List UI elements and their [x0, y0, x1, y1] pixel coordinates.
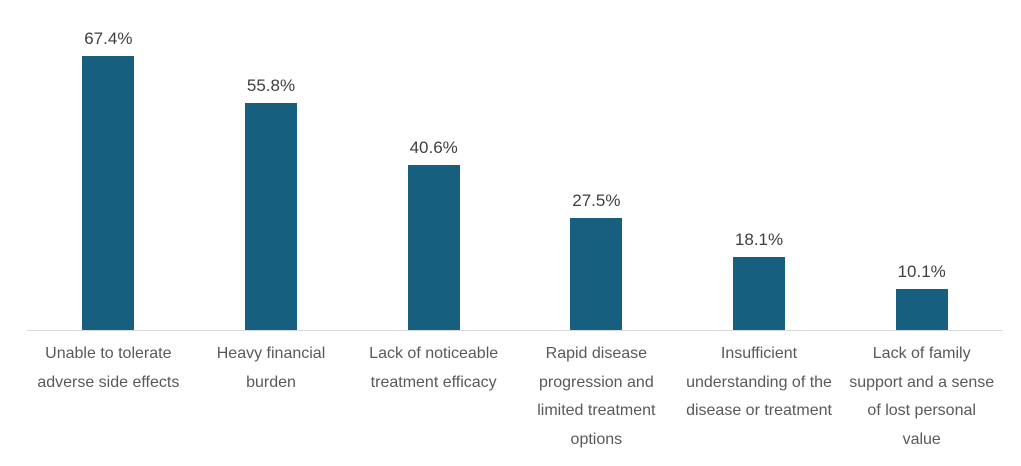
category-label-text: Lack of family support and a sense of lo…	[849, 345, 995, 448]
bar-column: 67.4%	[27, 0, 190, 330]
value-label: 10.1%	[897, 262, 946, 281]
bar	[245, 103, 297, 330]
bar	[82, 56, 135, 330]
value-label: 67.4%	[84, 29, 133, 48]
bar-column: 55.8%	[190, 0, 353, 330]
category-label-text: Heavy financial burden	[216, 345, 326, 391]
plot-area: 67.4% 55.8% 40.6% 27.5% 18.1% 10.1%	[27, 0, 1003, 331]
bar-column: 18.1%	[678, 0, 841, 330]
category-label-text: Unable to tolerate adverse side effects	[37, 345, 180, 391]
value-label: 27.5%	[572, 191, 621, 210]
bar-column: 10.1%	[840, 0, 1003, 330]
value-label: 18.1%	[734, 230, 784, 249]
bar-column: 40.6%	[352, 0, 515, 330]
bar	[407, 165, 460, 330]
category-label: Heavy financial burden	[190, 340, 353, 454]
category-label: Insufficient understanding of the diseas…	[678, 340, 841, 454]
bar-column: 27.5%	[515, 0, 678, 330]
category-label: Lack of family support and a sense of lo…	[840, 340, 1003, 454]
category-label-text: Lack of noticeable treatment efficacy	[369, 345, 499, 391]
category-label-text: Rapid disease progression and limited tr…	[537, 345, 656, 448]
bar	[733, 257, 786, 330]
category-label: Rapid disease progression and limited tr…	[515, 340, 678, 454]
category-label-text: Insufficient understanding of the diseas…	[686, 345, 832, 419]
category-label: Unable to tolerate adverse side effects	[27, 340, 190, 454]
category-label: Lack of noticeable treatment efficacy	[352, 340, 515, 454]
category-axis: Unable to tolerate adverse side effects H…	[27, 331, 1003, 454]
value-label: 40.6%	[409, 138, 458, 157]
bar	[895, 289, 948, 330]
bar	[570, 218, 623, 330]
value-label: 55.8%	[246, 76, 296, 95]
